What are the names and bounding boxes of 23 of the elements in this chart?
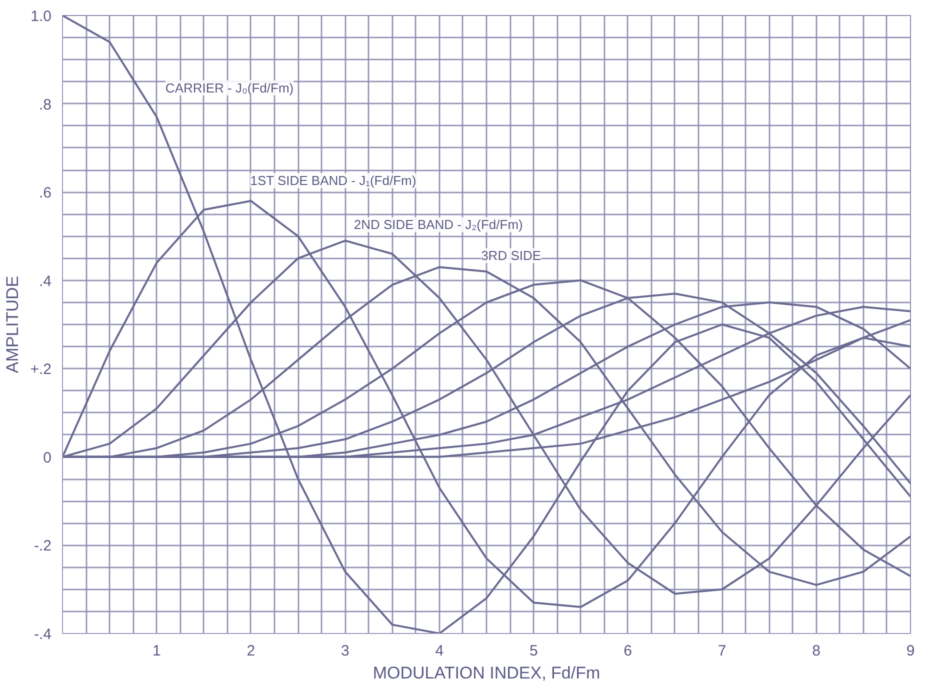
y-tick-label: -.2 xyxy=(34,538,52,555)
annotation: 3RD SIDE xyxy=(481,248,542,264)
x-tick-label: 3 xyxy=(340,642,350,660)
annotation: 2ND SIDE BAND - J₂(Fd/Fm) xyxy=(354,217,523,232)
y-tick-label: -.4 xyxy=(34,626,52,643)
y-axis-title: AMPLITUDE xyxy=(3,276,22,374)
annotation: 1ST SIDE BAND - J₁(Fd/Fm) xyxy=(250,173,416,188)
x-tick-label: 2 xyxy=(246,642,256,660)
x-tick-label: 5 xyxy=(529,642,538,660)
x-tick-label: 7 xyxy=(718,642,726,660)
x-axis-title: MODULATION INDEX, Fd/Fm xyxy=(372,664,600,682)
x-tick-label: 9 xyxy=(906,642,915,660)
annotation: CARRIER - J₀(Fd/Fm) xyxy=(165,80,294,96)
x-tick-label: 1 xyxy=(152,642,161,660)
y-tick-label: .8 xyxy=(38,96,52,114)
y-tick-label: .6 xyxy=(38,184,52,202)
x-tick-label: 8 xyxy=(812,642,820,660)
y-tick-label: +.2 xyxy=(30,361,52,378)
y-tick-label: 0 xyxy=(43,449,52,466)
x-tick-label: 6 xyxy=(624,642,632,660)
x-tick-label: 4 xyxy=(435,642,444,660)
y-tick-label: 1.0 xyxy=(30,8,52,25)
y-tick-label: .4 xyxy=(38,272,52,290)
